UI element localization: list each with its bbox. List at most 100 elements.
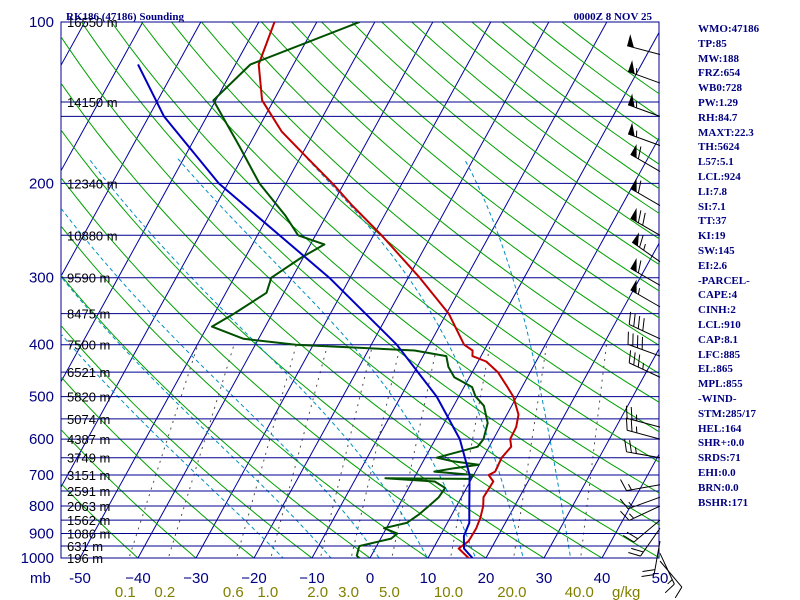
index-line: MAXT:22.3 xyxy=(698,126,754,139)
mixing-ratio-label: 40.0 xyxy=(565,584,594,600)
wind-barb-half xyxy=(667,579,673,585)
dry-adiabat-line xyxy=(61,274,371,558)
dry-adiabat-line xyxy=(61,129,545,558)
wind-barb-full xyxy=(642,569,656,573)
pressure-tick-label: 900 xyxy=(29,525,54,542)
isotherm-line xyxy=(543,347,659,558)
isotherm-line xyxy=(369,31,659,558)
chart-title: RK186 (47186) Sounding xyxy=(66,11,184,23)
wind-barb-full xyxy=(637,260,642,273)
wind-barb-half xyxy=(637,288,641,295)
wind-barb xyxy=(627,34,661,56)
wind-barb-staff xyxy=(630,153,661,172)
wind-barb xyxy=(625,405,661,428)
wind-barb xyxy=(625,417,661,440)
wind-barb xyxy=(628,527,661,557)
wind-barb xyxy=(627,60,661,84)
index-line: EI:2.6 xyxy=(698,259,728,272)
moist-adiabat-line xyxy=(61,207,380,558)
wind-barb-full xyxy=(629,440,632,453)
moist-adiabat-line xyxy=(61,333,284,558)
temperature-tick-label: 0 xyxy=(366,570,374,587)
index-line: MW:188 xyxy=(698,52,739,65)
wind-barb-pennant xyxy=(630,279,637,294)
moist-adiabat-line xyxy=(177,158,477,558)
temperature-tick-label: -50 xyxy=(69,570,91,587)
wind-barb-full xyxy=(637,146,642,160)
wind-barb xyxy=(628,311,661,340)
dry-adiabat-line xyxy=(141,22,659,463)
pressure-unit-label: mb xyxy=(30,570,51,587)
sounding-traces xyxy=(137,22,520,558)
mixing-ratio-line xyxy=(450,344,491,558)
wind-barb-full xyxy=(624,439,628,452)
mixing-ratio-label: 0.1 xyxy=(115,584,136,600)
wind-barb-full xyxy=(637,354,641,368)
wind-barb-staff xyxy=(659,553,675,585)
wind-barb-half xyxy=(629,513,635,519)
dry-adiabat-line xyxy=(61,376,255,558)
index-line: SW:145 xyxy=(698,244,735,257)
height-label: 16550 m xyxy=(67,15,118,30)
mixing-ratio-label: 10.0 xyxy=(434,584,463,600)
wind-barb xyxy=(630,257,661,286)
wind-barb xyxy=(627,93,661,117)
wind-barb-staff xyxy=(627,496,661,510)
temperature-tick-label: 30 xyxy=(536,570,553,587)
index-line: -PARCEL- xyxy=(698,274,750,287)
dry-adiabat-line xyxy=(61,324,313,558)
wind-barb-staff xyxy=(627,417,661,428)
wind-barb xyxy=(659,553,675,594)
index-line: KI:19 xyxy=(698,230,726,243)
wind-barb-full xyxy=(642,318,645,331)
isotherm-line xyxy=(61,22,318,489)
index-line: LI:7.8 xyxy=(698,185,728,198)
height-label: 14150 m xyxy=(67,95,118,110)
wind-barb-full xyxy=(639,235,644,248)
index-line: WB0:728 xyxy=(698,82,742,95)
height-label: 196 m xyxy=(67,551,103,566)
mixing-ratio-line xyxy=(128,344,199,558)
moist-adiabat-line xyxy=(306,158,524,558)
wind-barb-full xyxy=(625,405,628,419)
wind-barb xyxy=(620,479,661,492)
wind-barb-full xyxy=(630,406,633,420)
index-line: BSHR:171 xyxy=(698,496,749,509)
wind-barb-half xyxy=(627,483,632,491)
index-line: TH:5624 xyxy=(698,141,740,154)
index-line: CAP:8.1 xyxy=(698,333,739,346)
mixing-ratio-label: 20.0 xyxy=(497,584,526,600)
index-line: HEL:164 xyxy=(698,422,742,435)
wind-barb-full xyxy=(633,313,636,327)
wind-barb-staff xyxy=(628,362,661,378)
index-line: CINH:2 xyxy=(698,304,736,317)
pressure-tick-label: 200 xyxy=(29,175,54,192)
dry-adiabat-line xyxy=(171,22,659,433)
pressure-tick-label: 400 xyxy=(29,337,54,354)
mixing-ratio-label: 1.0 xyxy=(257,584,278,600)
chart-valid-time: 0000Z 8 NOV 25 xyxy=(574,11,653,23)
wind-barb-full xyxy=(620,479,627,491)
wind-barb-full xyxy=(631,547,644,553)
wind-barb-full xyxy=(641,574,655,577)
wind-barb-half xyxy=(634,447,637,454)
mixing-ratio-line xyxy=(513,344,548,558)
wind-barb-full xyxy=(674,586,683,599)
index-line: PW:1.29 xyxy=(698,96,739,109)
pressure-tick-label: 600 xyxy=(29,431,54,448)
pressure-tick-label: 1000 xyxy=(21,550,54,567)
wind-barb-staff xyxy=(659,560,683,588)
wind-barb-staff xyxy=(627,429,661,440)
index-line: WMO:47186 xyxy=(698,23,760,35)
wind-barb xyxy=(620,505,661,521)
pressure-tick-label: 300 xyxy=(29,270,54,287)
index-line: EL:865 xyxy=(698,363,733,376)
dry-adiabat-line xyxy=(61,482,139,558)
dry-adiabat-line xyxy=(61,428,197,558)
dry-adiabat-line xyxy=(61,82,603,558)
wind-barb-full xyxy=(619,498,629,510)
dewpoint-trace xyxy=(210,22,489,558)
wind-barb xyxy=(630,178,661,206)
dry-adiabat-line xyxy=(231,22,659,374)
wind-barb-half xyxy=(628,501,634,508)
